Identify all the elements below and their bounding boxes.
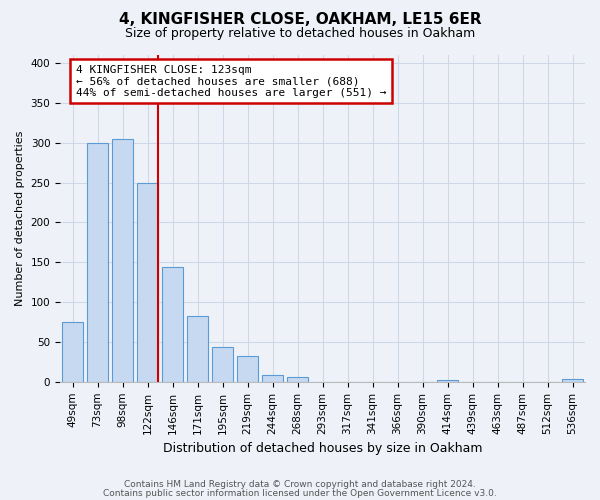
- Bar: [162, 267, 183, 382]
- Bar: [112, 138, 133, 382]
- Text: Size of property relative to detached houses in Oakham: Size of property relative to detached ho…: [125, 28, 475, 40]
- Bar: [437, 380, 458, 382]
- Bar: [287, 377, 308, 382]
- Bar: [212, 346, 233, 382]
- Bar: [87, 142, 108, 382]
- Bar: [237, 356, 258, 382]
- Bar: [137, 182, 158, 382]
- X-axis label: Distribution of detached houses by size in Oakham: Distribution of detached houses by size …: [163, 442, 482, 455]
- Text: Contains HM Land Registry data © Crown copyright and database right 2024.: Contains HM Land Registry data © Crown c…: [124, 480, 476, 489]
- Text: Contains public sector information licensed under the Open Government Licence v3: Contains public sector information licen…: [103, 488, 497, 498]
- Text: 4, KINGFISHER CLOSE, OAKHAM, LE15 6ER: 4, KINGFISHER CLOSE, OAKHAM, LE15 6ER: [119, 12, 481, 28]
- Text: 4 KINGFISHER CLOSE: 123sqm
← 56% of detached houses are smaller (688)
44% of sem: 4 KINGFISHER CLOSE: 123sqm ← 56% of deta…: [76, 64, 386, 98]
- Bar: [262, 376, 283, 382]
- Bar: [562, 380, 583, 382]
- Bar: [62, 322, 83, 382]
- Y-axis label: Number of detached properties: Number of detached properties: [15, 130, 25, 306]
- Bar: [187, 316, 208, 382]
